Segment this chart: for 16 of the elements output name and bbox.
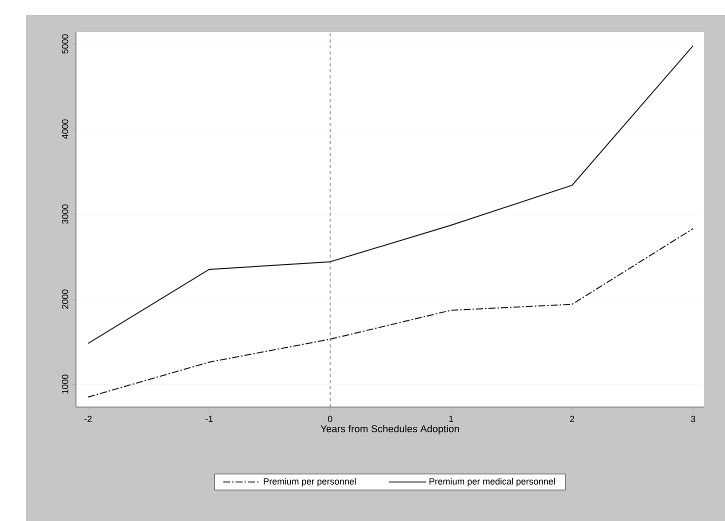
x-tick-label: -1: [206, 416, 213, 422]
y-tick-label: 2000: [62, 290, 68, 309]
x-axis-title: Years from Schedules Adoption: [320, 424, 459, 434]
y-tick-label: 5000: [62, 34, 68, 54]
x-tick-label: 1: [449, 416, 454, 422]
line-series: [88, 45, 694, 344]
y-tick-label: 1000: [62, 374, 68, 394]
x-tick-label: 2: [570, 416, 574, 422]
x-tick-label: -2: [84, 416, 92, 422]
y-tick-label: 4000: [62, 119, 68, 139]
line-series: [88, 228, 694, 398]
y-tick-label: 3000: [62, 204, 68, 224]
legend-label: Premium per personnel: [264, 478, 356, 486]
x-tick-label: 0: [328, 416, 332, 422]
x-tick-label: 3: [690, 416, 696, 422]
legend-label: Premium per medical personnel: [430, 478, 555, 486]
